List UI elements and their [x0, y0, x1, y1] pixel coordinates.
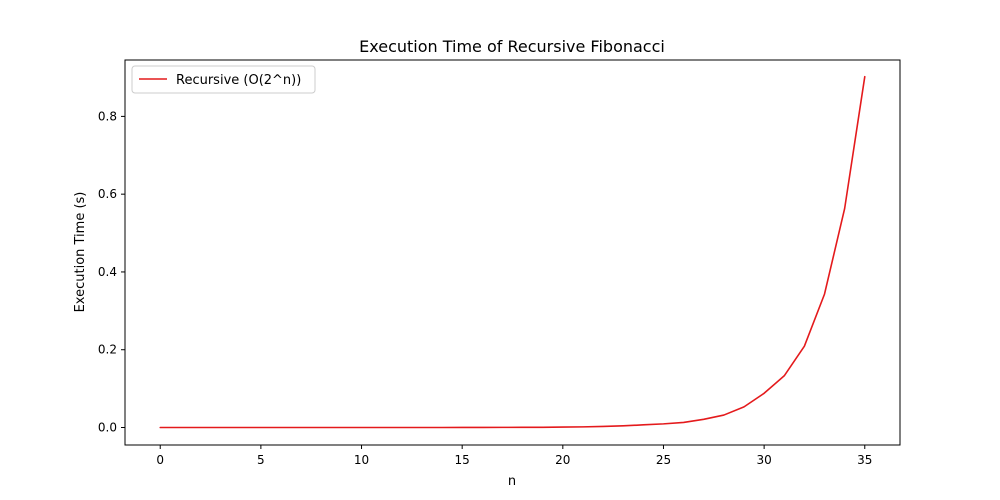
x-tick-label: 30: [756, 453, 771, 467]
y-tick-label: 0.2: [98, 343, 117, 357]
chart-title: Execution Time of Recursive Fibonacci: [359, 37, 665, 56]
x-tick-label: 5: [257, 453, 265, 467]
x-tick-label: 25: [656, 453, 671, 467]
x-axis: 0 5 10 15 20 25 30 35: [156, 445, 872, 467]
y-tick-label: 0.6: [98, 187, 117, 201]
plot-frame: [124, 59, 901, 446]
y-axis: 0.0 0.2 0.4 0.6 0.8: [98, 109, 125, 435]
series-line-recursive: [159, 75, 866, 429]
y-tick-label: 0.4: [98, 265, 117, 279]
x-tick-label: 10: [354, 453, 369, 467]
y-axis-label: Execution Time (s): [73, 192, 88, 313]
legend-box: [131, 65, 316, 94]
x-tick-label: 20: [555, 453, 570, 467]
x-tick-label: 35: [857, 453, 872, 467]
x-axis-label: n: [508, 474, 516, 489]
legend: Recursive (O(2^n)): [131, 65, 316, 94]
series-layer: [159, 75, 866, 429]
legend-label-recursive: Recursive (O(2^n)): [176, 73, 301, 88]
y-tick-label: 0.8: [98, 109, 117, 123]
x-tick-label: 15: [455, 453, 470, 467]
plot-area: [125, 60, 900, 445]
y-tick-label: 0.0: [98, 421, 117, 435]
x-tick-label: 0: [156, 453, 164, 467]
